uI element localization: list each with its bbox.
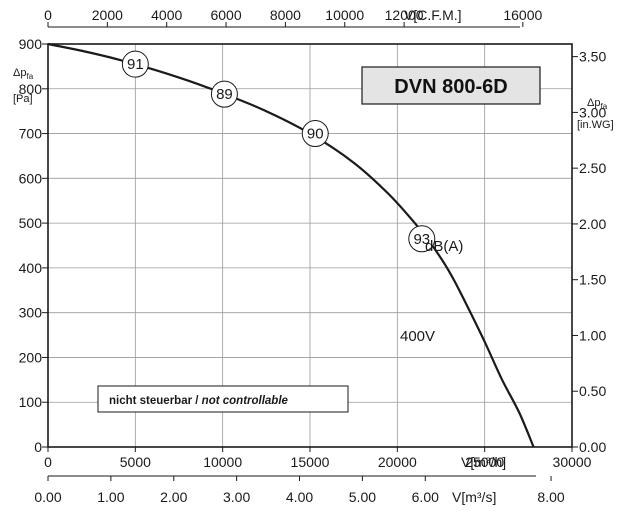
y-tick-label: 400 bbox=[19, 260, 43, 276]
title-box bbox=[361, 66, 541, 105]
y-tick-label: 100 bbox=[19, 394, 43, 410]
sound-marker-label: 91 bbox=[127, 56, 144, 73]
x-tick-label: 5000 bbox=[120, 454, 151, 470]
note-box bbox=[97, 385, 349, 413]
x-bottom2-tick-label: 3.00 bbox=[223, 489, 250, 505]
x-top-tick-label: 16000 bbox=[503, 7, 542, 23]
x-bottom2-tick-label: 0.00 bbox=[34, 489, 61, 505]
x-bottom2-tick-label: 6.00 bbox=[412, 489, 439, 505]
x-tick-label: 30000 bbox=[553, 454, 592, 470]
y-axis-label: Δpfa bbox=[13, 67, 34, 81]
x-top-tick-label: 12000 bbox=[385, 7, 424, 23]
y-right-tick-label: 3.00 bbox=[579, 104, 606, 120]
sound-marker-circle bbox=[210, 80, 238, 108]
x-top-tick-label: 2000 bbox=[92, 7, 123, 23]
y-axis-label-sub: fa bbox=[26, 72, 33, 81]
y-right-tick-label: 0.00 bbox=[579, 439, 606, 455]
x-bottom2-tick-label: 4.00 bbox=[286, 489, 313, 505]
sound-marker-label: 89 bbox=[216, 86, 233, 103]
x-bottom2-tick-label: 8.00 bbox=[537, 489, 564, 505]
sound-marker-label: 93 bbox=[413, 231, 430, 248]
grid-lines bbox=[48, 44, 572, 447]
note-italic: not controllable bbox=[202, 395, 289, 407]
y-axis-label-main: Δp bbox=[13, 67, 26, 79]
x-top-tick-label: 10000 bbox=[325, 7, 364, 23]
x-tick-label: 10000 bbox=[203, 454, 242, 470]
bottom2-axis: 0.00 1.00 2.00 3.00 4.00 5.00 6.00 8.00 bbox=[34, 475, 565, 505]
sound-marker-label: 90 bbox=[307, 126, 324, 143]
y-right-tick-label: 0.50 bbox=[579, 383, 606, 399]
y-tick-label: 900 bbox=[19, 36, 43, 52]
x-top-axis-label: V[C.F.M.] bbox=[404, 7, 462, 23]
x-tick-label: 0 bbox=[44, 454, 52, 470]
chart-title: DVN 800-6D bbox=[394, 76, 507, 98]
series-line bbox=[47, 42, 535, 448]
x-bottom2-axis-label: V[m³/s] bbox=[452, 489, 496, 505]
sound-marker-circle bbox=[301, 120, 329, 148]
series-label: 400V bbox=[400, 328, 435, 345]
y-right-tick-label: 3.50 bbox=[579, 49, 606, 65]
y-right-axis-label-sub: fa bbox=[600, 102, 607, 111]
x-tick-label: 25000 bbox=[465, 454, 504, 470]
y-right-tick-label: 2.00 bbox=[579, 216, 606, 232]
x-top-tick-label: 8000 bbox=[270, 7, 301, 23]
top-axis: 0 2000 4000 6000 8000 10000 12000 16000 bbox=[44, 7, 542, 28]
x-tick-label: 20000 bbox=[378, 454, 417, 470]
x-bottom2-tick-label: 5.00 bbox=[349, 489, 376, 505]
note-text: nicht steuerbar / not controllable bbox=[109, 395, 289, 407]
sound-marker-circle bbox=[121, 50, 149, 78]
x-bottom2-tick-label: 1.00 bbox=[97, 489, 124, 505]
x-axis-label: V[m³/h] bbox=[461, 454, 506, 470]
y-right-axis-label-main: Δp bbox=[587, 97, 600, 109]
x-ticks: 0 5000 10000 15000 20000 25000 30000 bbox=[44, 447, 592, 470]
y-tick-label: 200 bbox=[19, 349, 43, 365]
x-top-tick-label: 6000 bbox=[210, 7, 241, 23]
x-top-tick-label: 0 bbox=[44, 7, 52, 23]
y-right-ticks: 0.00 0.50 1.00 1.50 2.00 2.50 3.00 3.50 bbox=[572, 49, 606, 455]
sound-marker-circle bbox=[408, 225, 436, 253]
y-axis-unit: [Pa] bbox=[13, 93, 33, 105]
y-tick-label: 0 bbox=[34, 439, 42, 455]
y-tick-label: 300 bbox=[19, 305, 43, 321]
x-tick-label: 15000 bbox=[291, 454, 330, 470]
y-right-tick-label: 1.50 bbox=[579, 272, 606, 288]
note-bold: nicht steuerbar / bbox=[109, 395, 202, 407]
sound-markers: 91 89 90 93 bbox=[121, 50, 436, 253]
y-tick-label: 800 bbox=[19, 81, 43, 97]
y-ticks: 0 100 200 300 400 500 600 700 800 900 bbox=[19, 36, 48, 455]
y-tick-label: 700 bbox=[19, 126, 43, 142]
y-right-tick-label: 1.00 bbox=[579, 327, 606, 343]
x-top-tick-label: 4000 bbox=[151, 7, 182, 23]
y-right-axis-label: Δpfa bbox=[587, 97, 608, 111]
y-tick-label: 500 bbox=[19, 215, 43, 231]
y-right-tick-label: 2.50 bbox=[579, 160, 606, 176]
x-bottom2-tick-label: 2.00 bbox=[160, 489, 187, 505]
y-right-axis-unit: [in.WG] bbox=[577, 119, 614, 131]
y-tick-label: 600 bbox=[19, 170, 43, 186]
sound-unit-label: dB(A) bbox=[425, 238, 463, 255]
